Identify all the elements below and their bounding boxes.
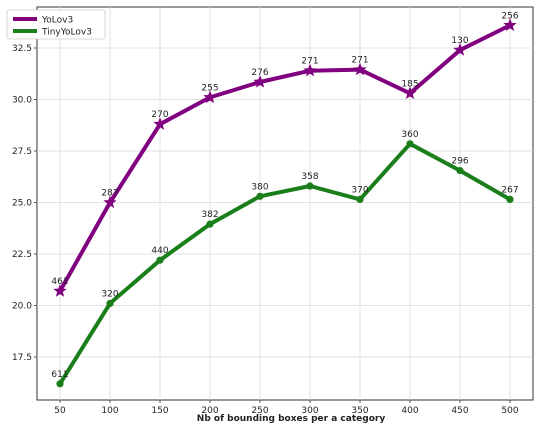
data-label-yolov3: 256 (501, 11, 518, 21)
series-line-yolov3 (58, 23, 512, 294)
data-label-tinyyolov3: 320 (101, 289, 118, 299)
data-point-yolov3 (53, 284, 67, 297)
y-tick-label: 27.5 (12, 147, 32, 157)
data-point-tinyyolov3 (306, 182, 314, 190)
y-tick-label: 32.5 (12, 44, 32, 54)
data-label-yolov3: 271 (301, 57, 318, 67)
data-point-tinyyolov3 (506, 195, 514, 204)
x-tick-label: 250 (251, 406, 268, 416)
x-axis-ticks: 50 100 150 200 250 300 350 400 450 500 (54, 400, 519, 416)
data-label-yolov3: 276 (251, 68, 268, 78)
data-point-tinyyolov3 (356, 195, 364, 204)
x-tick-label: 400 (401, 406, 418, 416)
data-label-tinyyolov3: 296 (451, 157, 468, 167)
data-point-tinyyolov3 (456, 166, 464, 175)
data-point-yolov3 (253, 74, 267, 88)
data-label-tinyyolov3: 360 (401, 130, 418, 140)
y-axis-ticks: 17.5 20.0 22.5 25.0 27.5 30.0 32.5 (12, 44, 37, 363)
data-label-yolov3: 185 (401, 79, 418, 89)
data-point-tinyyolov3 (406, 140, 414, 148)
data-point-tinyyolov3 (56, 380, 64, 388)
series-line-tinyyolov3 (58, 141, 512, 386)
x-tick-label: 200 (201, 406, 218, 416)
data-label-yolov3: 271 (351, 56, 368, 66)
data-point-yolov3 (103, 195, 117, 209)
data-label-tinyyolov3: 611 (51, 370, 68, 380)
data-label-yolov3: 461 (51, 277, 68, 287)
x-tick-label: 100 (101, 406, 118, 416)
data-point-tinyyolov3 (106, 299, 114, 308)
y-tick-label: 30.0 (12, 96, 32, 106)
data-label-tinyyolov3: 440 (151, 246, 168, 256)
legend: YoLov3 TinyYoLov3 (6, 9, 106, 40)
data-point-yolov3 (403, 86, 417, 99)
data-point-tinyyolov3 (256, 192, 264, 200)
legend-label-yolov3: YoLov3 (41, 16, 73, 26)
data-point-yolov3 (503, 18, 517, 31)
x-axis-label: Nb of bounding boxes per a category (197, 414, 386, 424)
data-point-yolov3 (453, 43, 467, 56)
data-label-yolov3: 130 (451, 36, 468, 46)
x-tick-label: 450 (451, 406, 468, 416)
data-point-yolov3 (353, 62, 367, 76)
data-label-tinyyolov3: 358 (301, 172, 318, 182)
x-tick-label: 500 (501, 406, 518, 416)
y-tick-label: 22.5 (12, 250, 32, 260)
data-label-yolov3: 287 (101, 189, 118, 199)
x-tick-label: 50 (54, 406, 66, 416)
data-label-tinyyolov3: 370 (351, 185, 368, 195)
data-point-tinyyolov3 (206, 220, 214, 228)
data-label-tinyyolov3: 382 (201, 210, 218, 220)
data-point-yolov3 (153, 117, 167, 130)
y-tick-label: 20.0 (12, 302, 32, 312)
data-point-yolov3 (303, 63, 317, 77)
x-tick-label: 300 (301, 406, 318, 416)
x-tick-label: 150 (151, 406, 168, 416)
data-label-yolov3: 255 (201, 83, 218, 93)
data-label-tinyyolov3: 380 (251, 182, 268, 192)
y-tick-label: 25.0 (12, 199, 32, 209)
y-tick-label: 17.5 (12, 353, 32, 363)
series-group (53, 18, 517, 388)
data-point-tinyyolov3 (156, 256, 164, 264)
legend-label-tinyyolov3: TinyYoLov3 (41, 28, 92, 38)
data-label-tinyyolov3: 267 (501, 185, 518, 195)
plot-area (36, 6, 534, 401)
x-tick-label: 350 (351, 406, 368, 416)
data-labels: 461 287 270 255 276 271 271 185 130 256 611 320 440 3… (51, 11, 518, 379)
data-point-yolov3 (203, 90, 217, 104)
data-label-yolov3: 270 (151, 110, 168, 120)
